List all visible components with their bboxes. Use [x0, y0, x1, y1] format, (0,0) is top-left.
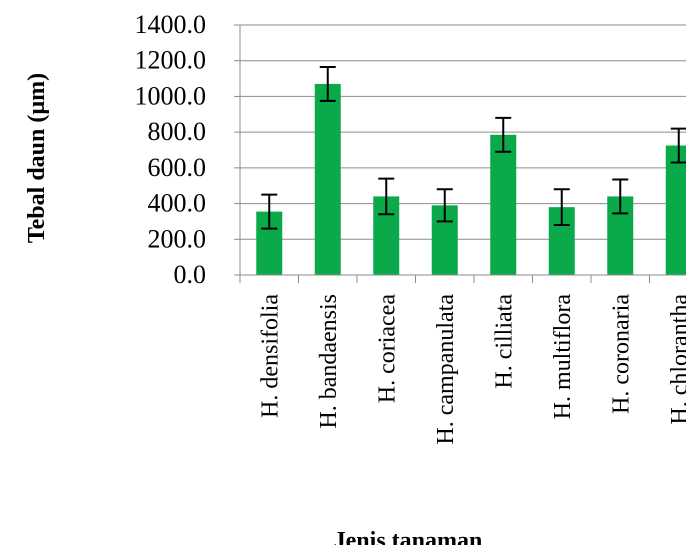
category-label: H. campanulata	[433, 294, 459, 445]
category-label: H. bandaensis	[316, 294, 342, 429]
y-tick-label: 1000.0	[135, 81, 207, 110]
bars	[256, 83, 686, 275]
bar	[665, 145, 686, 275]
y-tick-labels: 0.0 200.0 400.0 600.0 800.0 1000.0 1200.0 1400.…	[135, 10, 207, 289]
y-tick-label: 600.0	[148, 153, 207, 182]
y-tick-label: 1400.0	[135, 10, 207, 39]
category-label: H. multiflora	[550, 294, 576, 420]
category-label: H. densifolia	[257, 294, 283, 418]
bar	[490, 134, 517, 275]
error-bars	[261, 65, 686, 230]
category-label: H. coronaria	[608, 294, 634, 414]
y-tick-label: 800.0	[148, 117, 207, 146]
category-label: H. coriacea	[374, 294, 400, 404]
bar	[314, 83, 341, 275]
category-label: H. cilliata	[491, 294, 517, 389]
y-axis-title: Tebal daun (µm)	[24, 73, 50, 243]
axes	[239, 25, 686, 283]
gridlines	[234, 24, 686, 276]
y-tick-label: 0.0	[174, 260, 207, 289]
y-tick-label: 1200.0	[135, 46, 207, 75]
y-tick-label: 400.0	[148, 189, 207, 218]
category-label: H. chlorantha	[667, 294, 686, 425]
category-labels: H. densifolia H. bandaensis H. coriacea H. …	[257, 294, 686, 445]
y-tick-label: 200.0	[148, 224, 207, 253]
x-axis-title: Jenis tanaman	[334, 528, 483, 545]
